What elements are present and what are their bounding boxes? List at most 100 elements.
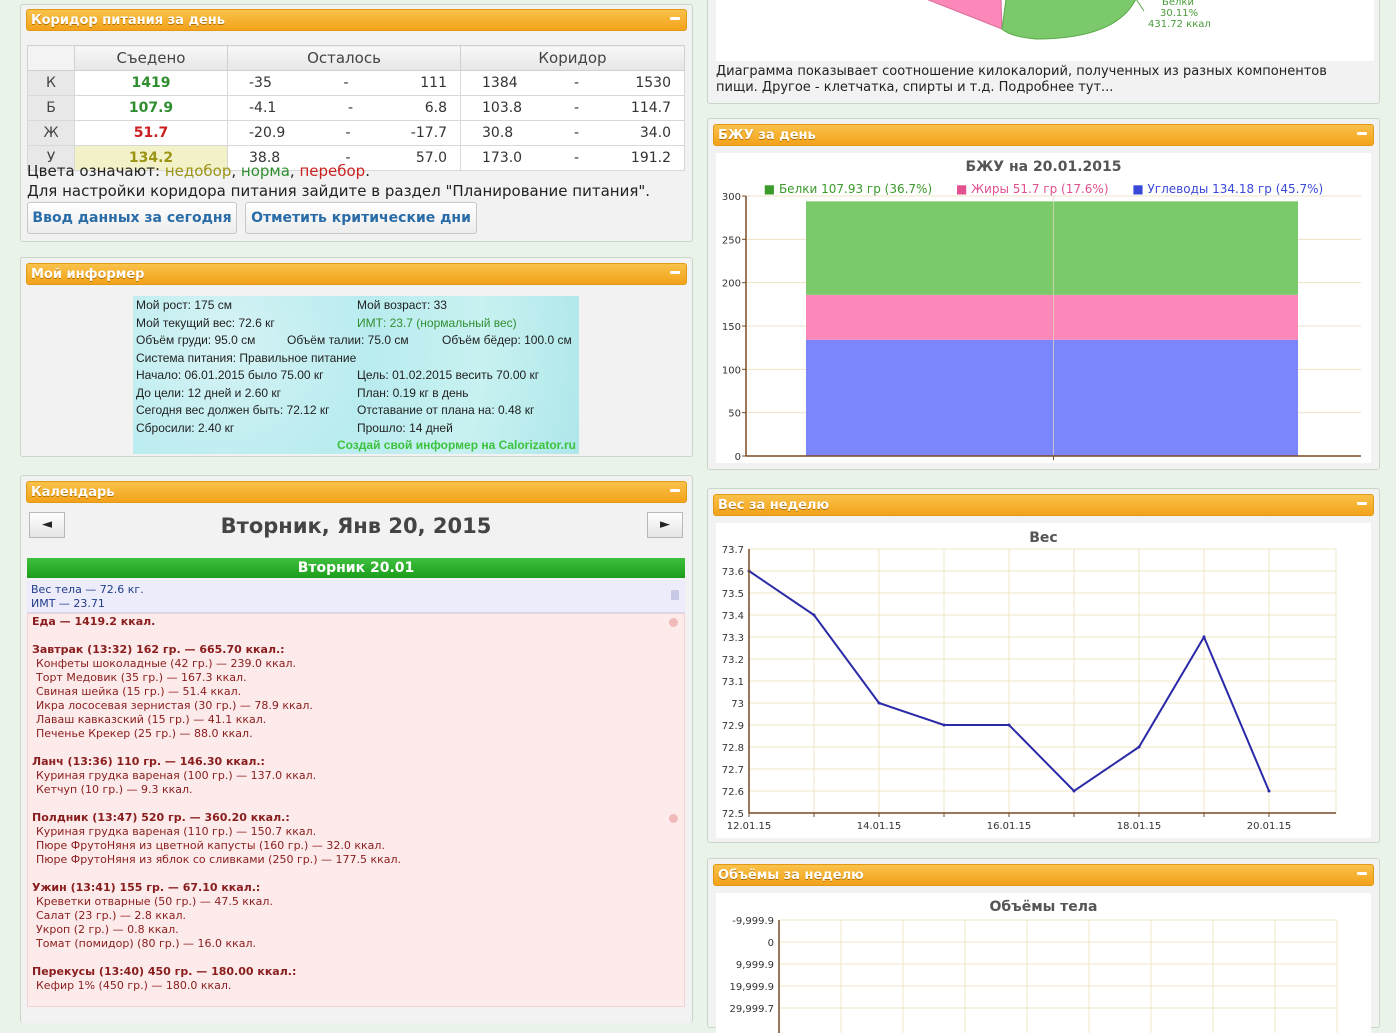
remaining-max: 57.0 (415, 150, 447, 166)
corridor-max: 191.2 (630, 150, 671, 166)
next-day-button[interactable]: ► (647, 512, 683, 538)
remaining-max: 6.8 (424, 100, 447, 116)
informer-link[interactable]: Создай свой информер на Calorizator.ru (336, 438, 576, 452)
header-remaining: Осталось (227, 45, 461, 71)
volumes-chart-title: Объёмы тела (989, 899, 1098, 915)
prev-day-button[interactable]: ◄ (29, 512, 65, 538)
minimize-icon[interactable] (670, 489, 680, 492)
food-item: Конфеты шоколадные (42 гр.) — 239.0 ккал… (36, 657, 297, 670)
row-label: У (27, 145, 75, 171)
range-dash: - (573, 125, 580, 141)
food-item: Свиная шейка (15 гр.) — 51.4 ккал. (36, 685, 242, 698)
corridor-min: 1384 (482, 75, 518, 91)
remaining-range: 38.8 - 57.0 (227, 145, 461, 171)
corridor-range: 173.0 - 191.2 (460, 145, 685, 171)
legend-fat-text: Жиры 51.7 гр (17.6%) (971, 182, 1109, 196)
volumes-title: Объёмы за неделю (718, 868, 864, 883)
corridor-table: Съедено Осталось Коридор К 1419 -35 - 111 … (27, 45, 685, 171)
y-tick-label: 72.6 (722, 787, 744, 798)
bju-header[interactable]: БЖУ за день (713, 124, 1374, 146)
delete-icon[interactable] (669, 814, 678, 823)
weight-header[interactable]: Вес за неделю (713, 494, 1374, 516)
informer-bmi: ИМТ: 23.7 (нормальный вес) (357, 316, 517, 330)
informer-hips: Объём бёдер: 100.0 см (442, 333, 572, 347)
y-tick-label: 0 (735, 452, 741, 463)
pie-label-kcal: 431.72 ккал (1148, 19, 1211, 30)
calendar-date: Вторник, Янв 20, 2015 (220, 514, 492, 538)
eaten-value: 107.9 (74, 95, 228, 121)
y-tick-label: 9,999.9 (736, 960, 774, 971)
x-tick-label: 20.01.15 (1247, 821, 1292, 832)
food-item: Кефир 1% (450 гр.) — 180.0 ккал. (36, 979, 232, 992)
remaining-max: -17.7 (410, 125, 447, 141)
calendar-header[interactable]: Календарь (26, 481, 687, 503)
corner-cell (27, 45, 75, 71)
enter-today-button[interactable]: Ввод данных за сегодня (27, 202, 237, 234)
informer-lag: Отставание от плана на: 0.48 кг (357, 403, 535, 417)
remaining-min: 38.8 (249, 150, 281, 166)
food-item: Печенье Крекер (25 гр.) — 88.0 ккал. (36, 727, 253, 740)
bar-segment-carbs (806, 339, 1298, 456)
mark-critical-days-button[interactable]: Отметить критические дни (245, 202, 477, 234)
data-point (812, 613, 816, 617)
y-tick-label: 73.3 (722, 633, 744, 644)
data-point (1137, 745, 1141, 749)
food-item: Пюре ФрутоНяня из цветной капусты (160 г… (36, 839, 385, 852)
pie-label-name: Белки (1162, 0, 1194, 8)
remaining-range: -35 - 111 (227, 70, 461, 96)
minimize-icon[interactable] (1357, 132, 1367, 135)
range-dash: - (343, 75, 349, 91)
row-label: К (27, 70, 75, 96)
table-row: У 134.2 38.8-57.0 173.0-191.2 (27, 145, 685, 171)
minimize-icon[interactable] (670, 271, 680, 274)
eaten-value: 1419 (74, 70, 228, 96)
informer-widget[interactable]: Мой рост: 175 см Мой возраст: 33 Мой тек… (133, 296, 579, 454)
weight-entry[interactable]: Вес тела — 72.6 кг. ИМТ — 23.71 (27, 580, 685, 613)
bju-chart: 0 50 100 150 200 250 300 (722, 192, 1361, 463)
remaining-max: 111 (420, 75, 447, 91)
meal-header: Ланч (13:36) 110 гр. — 146.30 ккал.: (32, 755, 265, 768)
table-row: Б 107.9 -4.1 - 6.8 103.8 - 114.7 (27, 95, 685, 121)
data-point (1007, 723, 1011, 727)
food-item: Кетчуп (10 гр.) — 9.3 ккал. (36, 783, 193, 796)
minimize-icon[interactable] (670, 17, 680, 20)
corridor-range: 1384 - 1530 (460, 70, 685, 96)
legend-over: перебор (299, 162, 366, 180)
range-dash: - (573, 75, 580, 91)
weight-line: Вес тела — 72.6 кг. (31, 583, 144, 596)
y-tick-label: 150 (722, 322, 741, 333)
weight-chart-title: Вес (1029, 530, 1058, 546)
y-tick-label: 73.2 (722, 655, 744, 666)
informer-should: Сегодня вес должен быть: 72.12 кг (136, 403, 330, 417)
informer-system: Система питания: Правильное питание (136, 351, 357, 365)
bju-title: БЖУ за день (718, 128, 816, 143)
bju-chart-area: БЖУ на 20.01.2015 ■ Белки 107.93 гр (36.… (716, 153, 1371, 463)
minimize-icon[interactable] (1357, 502, 1367, 505)
y-tick-label: 73 (731, 699, 744, 710)
informer-header[interactable]: Мой информер (26, 263, 687, 285)
eaten-value: 51.7 (74, 120, 228, 146)
minimize-icon[interactable] (1357, 872, 1367, 875)
food-item: Томат (помидор) (80 гр.) — 16.0 ккал. (36, 937, 257, 950)
header-corridor: Коридор (460, 45, 685, 71)
weight-title: Вес за неделю (718, 498, 830, 513)
x-tick-label: 16.01.15 (987, 821, 1032, 832)
informer-to-goal: До цели: 12 дней и 2.60 кг (136, 386, 282, 400)
y-tick-label: 50 (728, 409, 741, 420)
legend-protein: ■ Белки 107.93 гр (36.7%) (763, 182, 933, 196)
food-item: Пюре ФрутоНяня из яблок со сливками (250… (36, 853, 402, 866)
delete-icon[interactable] (669, 618, 678, 627)
bmi-line: ИМТ — 23.71 (31, 597, 105, 610)
food-item: Укроп (2 гр.) — 0.8 ккал. (36, 923, 179, 936)
food-entry[interactable]: Еда — 1419.2 ккал. Завтрак (13:32) 162 г… (27, 613, 685, 1007)
weight-panel: Вес за неделю Вес 72.5 72.6 72.7 72.8 72.9 73… (707, 488, 1380, 843)
corridor-header[interactable]: Коридор питания за день (26, 9, 687, 31)
y-tick-label: 0 (768, 938, 774, 949)
informer-waist: Объём талии: 75.0 см (287, 333, 409, 347)
volumes-header[interactable]: Объёмы за неделю (713, 864, 1374, 886)
delete-icon[interactable] (671, 590, 679, 600)
row-label: Ж (27, 120, 75, 146)
informer-age: Мой возраст: 33 (357, 298, 447, 312)
food-item: Куриная грудка вареная (100 гр.) — 137.0… (36, 769, 317, 782)
volumes-panel: Объёмы за неделю Объёмы тела -9,999.9 0 9,… (707, 858, 1380, 1033)
